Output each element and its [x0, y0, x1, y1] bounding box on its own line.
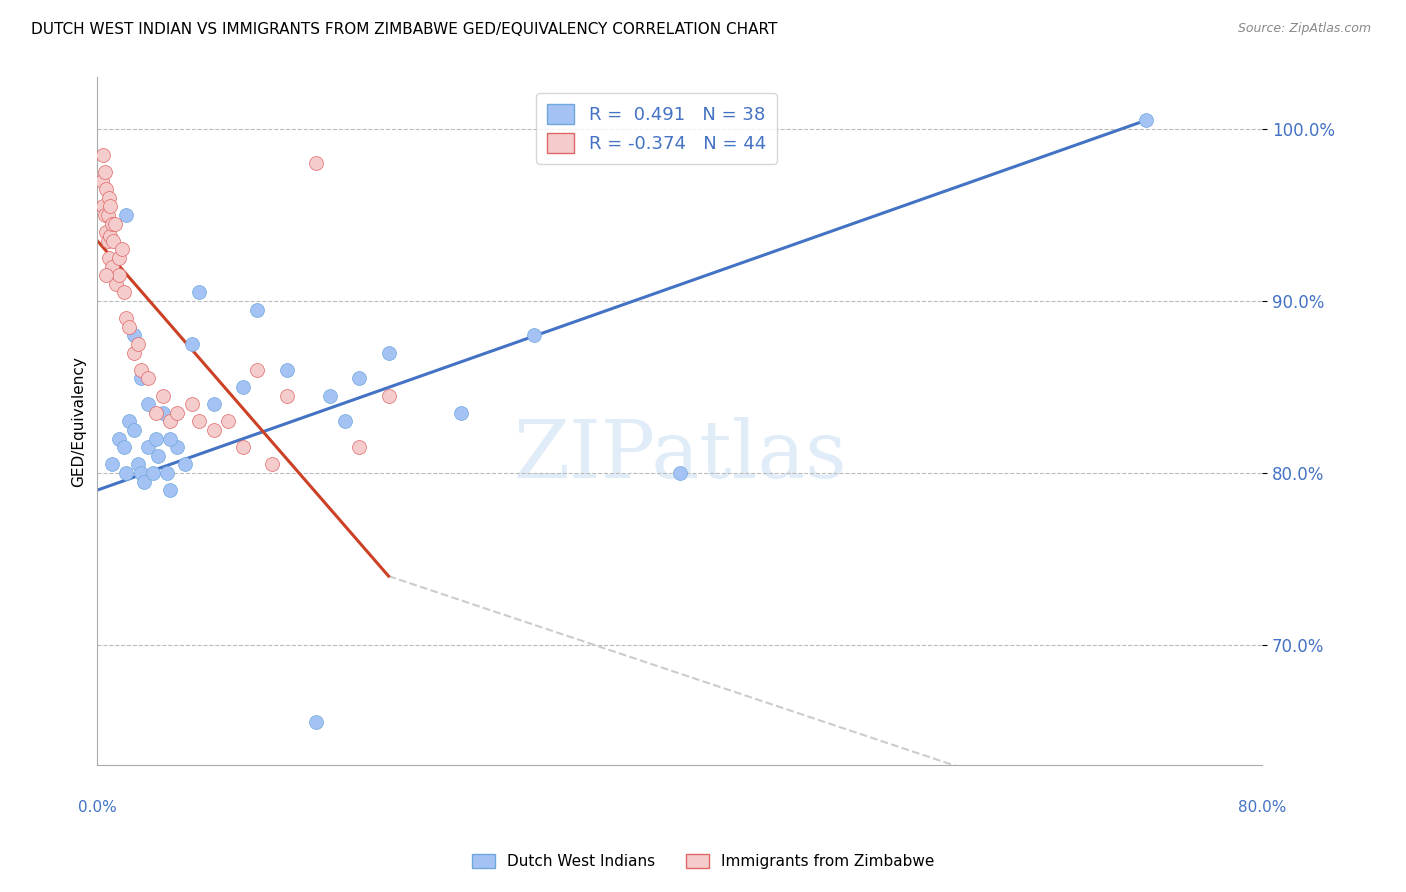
- Text: DUTCH WEST INDIAN VS IMMIGRANTS FROM ZIMBABWE GED/EQUIVALENCY CORRELATION CHART: DUTCH WEST INDIAN VS IMMIGRANTS FROM ZIM…: [31, 22, 778, 37]
- Point: [276, 388, 298, 402]
- Point: [202, 423, 225, 437]
- Point: [668, 466, 690, 480]
- Point: [94, 225, 117, 239]
- Point: [108, 251, 131, 265]
- Point: [159, 483, 181, 497]
- Point: [129, 363, 152, 377]
- Point: [108, 268, 131, 282]
- Point: [127, 337, 149, 351]
- Y-axis label: GED/Equivalency: GED/Equivalency: [72, 356, 86, 487]
- Legend: R =  0.491   N = 38, R = -0.374   N = 44: R = 0.491 N = 38, R = -0.374 N = 44: [536, 94, 776, 164]
- Point: [450, 406, 472, 420]
- Point: [166, 406, 188, 420]
- Point: [166, 440, 188, 454]
- Point: [105, 277, 128, 291]
- Point: [100, 199, 122, 213]
- Point: [127, 458, 149, 472]
- Point: [93, 208, 115, 222]
- Point: [232, 440, 254, 454]
- Point: [94, 268, 117, 282]
- Point: [260, 458, 283, 472]
- Point: [377, 345, 399, 359]
- Point: [246, 363, 269, 377]
- Point: [148, 449, 170, 463]
- Point: [152, 388, 174, 402]
- Point: [115, 466, 138, 480]
- Point: [349, 371, 371, 385]
- Point: [319, 388, 342, 402]
- Point: [93, 165, 115, 179]
- Point: [118, 319, 141, 334]
- Point: [112, 285, 135, 300]
- Point: [333, 414, 356, 428]
- Point: [523, 328, 546, 343]
- Point: [305, 156, 328, 170]
- Point: [118, 414, 141, 428]
- Point: [91, 199, 114, 213]
- Point: [156, 466, 179, 480]
- Point: [377, 388, 399, 402]
- Point: [152, 406, 174, 420]
- Text: 0.0%: 0.0%: [77, 799, 117, 814]
- Point: [246, 302, 269, 317]
- Point: [112, 440, 135, 454]
- Point: [145, 406, 167, 420]
- Point: [101, 217, 124, 231]
- Point: [136, 440, 159, 454]
- Point: [90, 173, 112, 187]
- Text: 80.0%: 80.0%: [1237, 799, 1286, 814]
- Legend: Dutch West Indians, Immigrants from Zimbabwe: Dutch West Indians, Immigrants from Zimb…: [465, 848, 941, 875]
- Point: [232, 380, 254, 394]
- Point: [91, 148, 114, 162]
- Point: [136, 397, 159, 411]
- Point: [181, 397, 204, 411]
- Point: [276, 363, 298, 377]
- Point: [136, 371, 159, 385]
- Point: [188, 285, 211, 300]
- Point: [96, 234, 118, 248]
- Point: [1135, 113, 1157, 128]
- Text: ZIPatlas: ZIPatlas: [513, 417, 846, 495]
- Point: [101, 260, 124, 274]
- Point: [145, 432, 167, 446]
- Point: [103, 234, 125, 248]
- Text: Source: ZipAtlas.com: Source: ZipAtlas.com: [1237, 22, 1371, 36]
- Point: [202, 397, 225, 411]
- Point: [100, 228, 122, 243]
- Point: [142, 466, 165, 480]
- Point: [159, 432, 181, 446]
- Point: [115, 208, 138, 222]
- Point: [111, 243, 134, 257]
- Point: [96, 208, 118, 222]
- Point: [122, 423, 145, 437]
- Point: [94, 182, 117, 196]
- Point: [122, 345, 145, 359]
- Point: [101, 458, 124, 472]
- Point: [129, 466, 152, 480]
- Point: [98, 191, 121, 205]
- Point: [129, 371, 152, 385]
- Point: [305, 715, 328, 730]
- Point: [349, 440, 371, 454]
- Point: [104, 217, 127, 231]
- Point: [159, 414, 181, 428]
- Point: [108, 432, 131, 446]
- Point: [98, 251, 121, 265]
- Point: [181, 337, 204, 351]
- Point: [132, 475, 155, 489]
- Point: [217, 414, 239, 428]
- Point: [188, 414, 211, 428]
- Point: [173, 458, 195, 472]
- Point: [122, 328, 145, 343]
- Point: [115, 311, 138, 326]
